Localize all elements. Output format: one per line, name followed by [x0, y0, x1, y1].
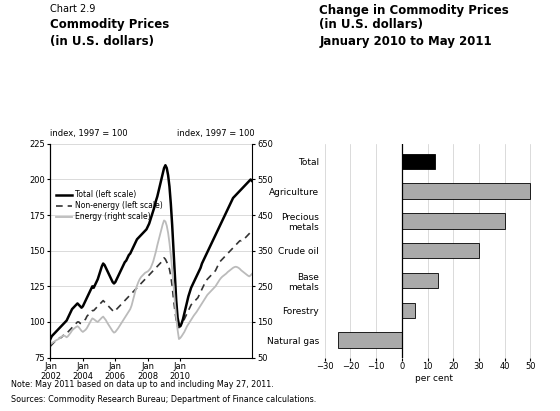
Text: index, 1997 = 100: index, 1997 = 100: [50, 129, 128, 138]
Bar: [402, 213, 505, 229]
Bar: [338, 332, 402, 348]
Text: Chart 2.9: Chart 2.9: [50, 4, 96, 14]
Text: January 2010 to May 2011: January 2010 to May 2011: [319, 35, 492, 48]
X-axis label: per cent: per cent: [415, 374, 453, 383]
Text: Note: May 2011 based on data up to and including May 27, 2011.: Note: May 2011 based on data up to and i…: [11, 380, 274, 389]
Bar: [402, 183, 530, 199]
Bar: [402, 302, 415, 318]
Bar: [402, 154, 435, 169]
Text: index, 1997 = 100: index, 1997 = 100: [177, 129, 255, 138]
Text: (in U.S. dollars): (in U.S. dollars): [50, 35, 155, 48]
Bar: [402, 243, 479, 259]
Text: Change in Commodity Prices: Change in Commodity Prices: [319, 4, 509, 17]
Bar: [402, 273, 438, 288]
Text: Commodity Prices: Commodity Prices: [50, 18, 170, 32]
Legend: Total (left scale), Non-energy (left scale), Energy (right scale): Total (left scale), Non-energy (left sca…: [56, 190, 162, 221]
Text: (in U.S. dollars): (in U.S. dollars): [319, 18, 423, 32]
Text: Sources: Commodity Research Bureau; Department of Finance calculations.: Sources: Commodity Research Bureau; Depa…: [11, 395, 316, 404]
